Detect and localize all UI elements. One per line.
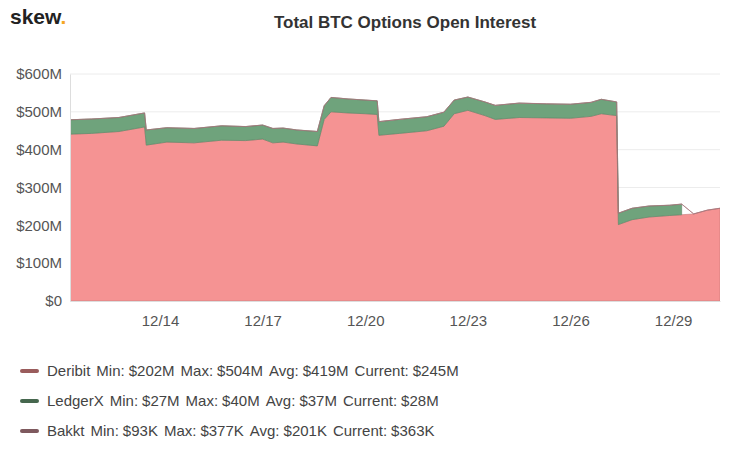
legend-stat-value: $93K xyxy=(123,422,158,439)
x-tick: 12/14 xyxy=(142,301,180,329)
y-tick: $100M xyxy=(16,254,70,271)
legend-stat-label: Min: xyxy=(110,392,138,409)
y-tick: $0 xyxy=(45,292,70,309)
title: Total BTC Options Open Interest xyxy=(274,13,537,32)
legend-name: LedgerX xyxy=(47,392,104,409)
legend-stat-label: Avg: xyxy=(266,392,296,409)
x-tick-label: 12/26 xyxy=(552,312,590,329)
y-tick: $600M xyxy=(16,65,70,82)
legend-stat-label: Avg: xyxy=(250,422,280,439)
legend-text: LedgerX Min:$27M Max:$40M Avg:$37M Current:$… xyxy=(47,392,439,409)
legend-swatch xyxy=(22,429,37,433)
legend: DeribitMin:$202MMax:$504MAvg:$419MCurren… xyxy=(22,362,459,439)
x-tick: 12/23 xyxy=(450,301,488,329)
legend-stat-value: $504M xyxy=(217,362,263,379)
legend-entry: LedgerX Min:$27M Max:$40M Avg:$37M Current:$… xyxy=(22,392,439,409)
legend-swatch xyxy=(22,369,37,373)
logo-text: skew xyxy=(10,5,62,28)
legend-swatch xyxy=(22,399,37,403)
legend-stat-label: Min: xyxy=(91,422,119,439)
x-tick: 12/20 xyxy=(347,301,385,329)
legend-stat-value: $201K xyxy=(284,422,327,439)
legend-stat-label: Max: xyxy=(186,392,219,409)
legend-stat-label: Current: xyxy=(355,362,409,379)
grid-line xyxy=(70,74,720,75)
legend-stat-label: Min: xyxy=(96,362,124,379)
x-tick-label: 12/23 xyxy=(450,312,488,329)
legend-stat-value: $37M xyxy=(299,392,337,409)
legend-stat-label: Max: xyxy=(181,362,214,379)
legend-stat-value: $28M xyxy=(401,392,439,409)
logo: skew. xyxy=(10,5,66,28)
legend-stat-value: $419M xyxy=(303,362,349,379)
x-tick: 12/17 xyxy=(244,301,282,329)
legend-stat-value: $245M xyxy=(413,362,459,379)
legend-text: Deribit Min: $202M Max:$504M Avg:$419M Curren… xyxy=(47,362,459,379)
legend-entry: Deribit Min: $202M Max:$504M Avg:$419M Curren… xyxy=(22,362,459,379)
plot-area xyxy=(70,97,720,301)
legend-stat-value: $27M xyxy=(142,392,180,409)
x-axis-line xyxy=(71,301,721,302)
chart: skew. Total BTC Options Open Interest $0 $1… xyxy=(0,0,731,452)
x-tick: 12/26 xyxy=(552,301,590,329)
y-tick-label: $200M xyxy=(16,217,62,234)
y-tick-label: $300M xyxy=(16,179,62,196)
y-tick-label: $600M xyxy=(16,65,62,82)
x-tick-label: 12/29 xyxy=(655,312,693,329)
legend-stat-label: Max: xyxy=(164,422,197,439)
x-axis: 12/14 12/17 12/20 12/23 12/26 12/29 xyxy=(71,301,721,329)
legend-stat-label: Current: xyxy=(343,392,397,409)
grid xyxy=(70,74,720,301)
y-tick-label: $500M xyxy=(16,103,62,120)
y-axis-line xyxy=(70,75,71,302)
y-tick-label: $0 xyxy=(45,292,62,309)
legend-stat-label: Current: xyxy=(333,422,387,439)
legend-text: Bakkt Min:$93K Max:$377K Avg:$201K Current:$… xyxy=(47,422,434,439)
area-2 xyxy=(70,97,720,214)
y-axis: $0 $100M $200M $300M $400M $500M $600M xyxy=(16,65,70,309)
legend-stat-value: $377K xyxy=(200,422,243,439)
y-tick: $200M xyxy=(16,217,70,234)
grid-line xyxy=(70,111,720,112)
y-tick: $500M xyxy=(16,103,70,120)
legend-stat-value: $202M xyxy=(129,362,175,379)
area-1 xyxy=(70,97,682,224)
legend-name: Deribit xyxy=(47,362,91,379)
legend-stat-value: $40M xyxy=(222,392,260,409)
y-tick-label: $100M xyxy=(16,254,62,271)
legend-stat-value: $363K xyxy=(391,422,434,439)
y-tick: $400M xyxy=(16,141,70,158)
x-tick: 12/29 xyxy=(655,301,693,329)
x-tick-label: 12/20 xyxy=(347,312,385,329)
legend-name: Bakkt xyxy=(47,422,85,439)
legend-stat-label: Avg: xyxy=(269,362,299,379)
y-tick: $300M xyxy=(16,179,70,196)
x-tick-label: 12/14 xyxy=(142,312,180,329)
logo-dot: . xyxy=(61,5,67,28)
x-tick-label: 12/17 xyxy=(244,312,282,329)
y-tick-label: $400M xyxy=(16,141,62,158)
legend-entry: Bakkt Min:$93K Max:$377K Avg:$201K Current:$… xyxy=(22,422,434,439)
